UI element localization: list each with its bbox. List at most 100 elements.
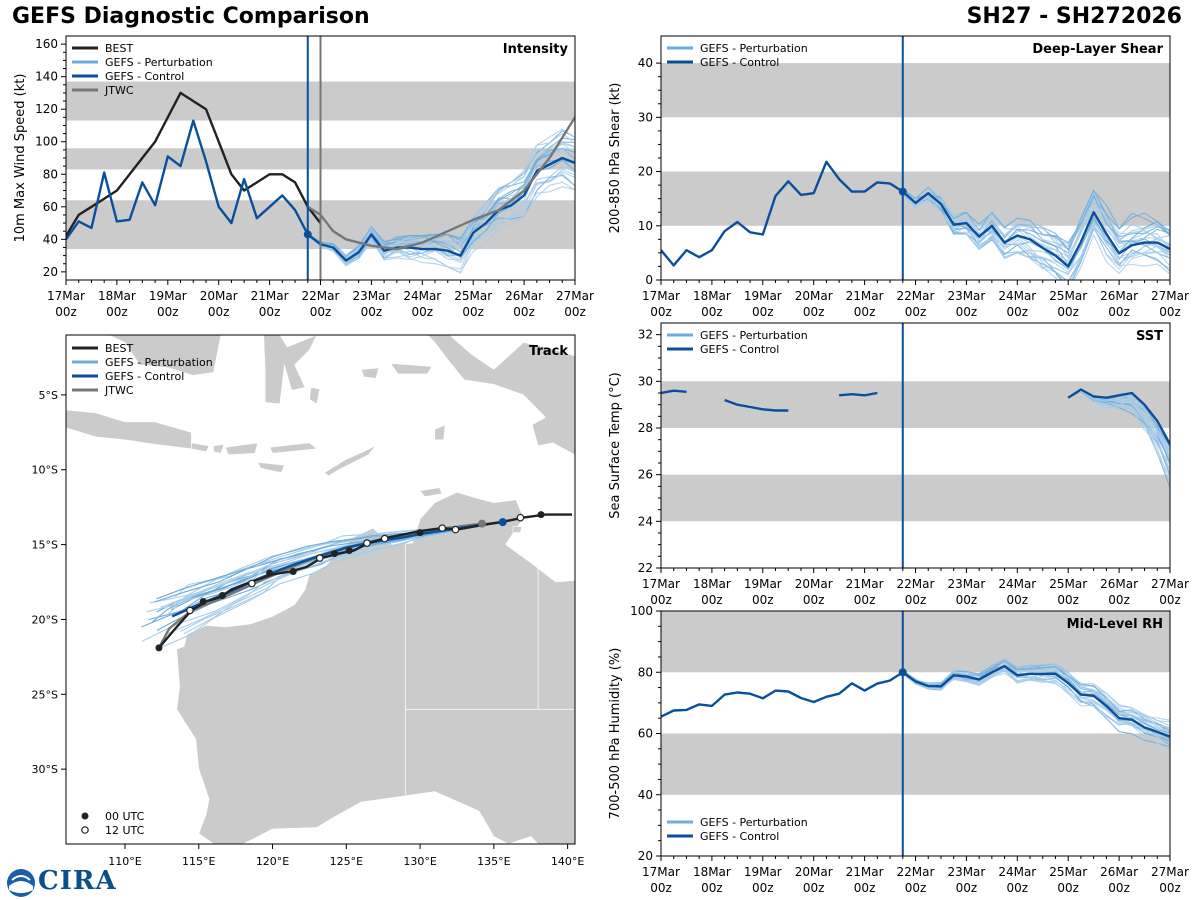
- intensity-legend-label: GEFS - Control: [105, 70, 184, 83]
- track-xtick-label: 125°E: [330, 855, 363, 868]
- track-panel: 110°E 115°E 120°E 125°E 130°E 135°E 140°E 5°S 10…: [32, 334, 584, 868]
- rh-panel: 20 40 60 80 100 17Mar 00z 18Mar 00z 19Mar 00z 20Mar…: [608, 604, 1189, 895]
- sst-xtick-label-hour: 00z: [752, 593, 774, 607]
- land-mass: [512, 526, 523, 533]
- rh-xtick-label-hour: 00z: [803, 881, 825, 895]
- rh-legend-label: GEFS - Perturbation: [700, 816, 808, 829]
- intensity-plot-area: [66, 36, 575, 280]
- land-mass: [66, 335, 238, 376]
- rh-xtick-label-hour: 00z: [752, 881, 774, 895]
- track-legend-label: BEST: [105, 342, 133, 355]
- intensity-ytick-label: 40: [43, 232, 58, 246]
- shear-ytick-label: 30: [638, 110, 653, 124]
- track-marker-00utc: [331, 550, 339, 558]
- intensity-xtick-label: 26Mar: [505, 289, 543, 303]
- track-xtick-label: 140°E: [551, 855, 584, 868]
- rh-xtick-label: 19Mar: [744, 865, 782, 879]
- sst-xtick-label: 22Mar: [897, 577, 935, 591]
- sst-ytick-label: 26: [638, 468, 653, 482]
- intensity-xtick-label-hour: 00z: [412, 305, 434, 319]
- intensity-perturbation-line: [307, 128, 575, 257]
- sst-xtick-label: 24Mar: [998, 577, 1036, 591]
- rh-xtick-label-hour: 00z: [1159, 881, 1181, 895]
- shear-init-point: [898, 187, 907, 196]
- sst-ytick-label: 24: [638, 514, 653, 528]
- shear-panel: 0 10 20 30 40 17Mar 00z 18Mar 00z 19Mar 00z 20Mar 00…: [608, 35, 1189, 319]
- shear-xtick-label: 18Mar: [693, 289, 731, 303]
- track-marker-12utc: [380, 534, 389, 543]
- page-title: GEFS Diagnostic Comparison: [12, 4, 370, 29]
- sst-xtick-label-hour: 00z: [1159, 593, 1181, 607]
- shear-legend-label: GEFS - Perturbation: [700, 42, 808, 55]
- track-legend-marker-label: 00 UTC: [105, 810, 145, 823]
- track-legend-marker-00: [81, 812, 89, 820]
- track-marker-00utc: [537, 511, 545, 519]
- intensity-ytick-label: 160: [35, 37, 58, 51]
- sst-panel: 22 24 26 28 30 32 17Mar 00z 18Mar 00z 19Mar 00z 20Ma…: [608, 322, 1189, 607]
- cira-logo-text: CIRA: [38, 866, 117, 896]
- intensity-xtick-label-hour: 00z: [208, 305, 230, 319]
- shear-ytick-label: 40: [638, 56, 653, 70]
- sst-xtick-label: 19Mar: [744, 577, 782, 591]
- shear-xtick-label-hour: 00z: [905, 305, 927, 319]
- rh-xtick-label: 27Mar: [1151, 865, 1189, 879]
- intensity-xtick-label-hour: 00z: [513, 305, 535, 319]
- land-mass: [427, 335, 575, 456]
- sst-gefs-control-seg--line: [1067, 388, 1170, 445]
- shear-xtick-label-hour: 00z: [1007, 305, 1029, 319]
- shear-xtick-label: 21Mar: [846, 289, 884, 303]
- sst-ytick-label: 22: [638, 561, 653, 575]
- track-marker-00utc: [199, 597, 207, 605]
- intensity-xtick-label: 20Mar: [200, 289, 238, 303]
- rh-xtick-label-hour: 00z: [701, 881, 723, 895]
- noaa-logo-icon: [7, 869, 35, 897]
- rh-ytick-label: 20: [638, 849, 653, 863]
- intensity-xtick-label: 18Mar: [98, 289, 136, 303]
- sst-xtick-label-hour: 00z: [1108, 593, 1130, 607]
- land-mass: [419, 487, 443, 498]
- track-ytick-label: 15°S: [32, 539, 58, 552]
- intensity-ytick-label: 140: [35, 70, 58, 84]
- intensity-ytick-label: 80: [43, 167, 58, 181]
- land-mass: [66, 409, 192, 450]
- intensity-xtick-label-hour: 00z: [361, 305, 383, 319]
- track-perturbation-line: [161, 521, 503, 648]
- shear-plot-area: [661, 36, 1170, 280]
- land-mass: [257, 461, 285, 474]
- shear-perturbation-line: [902, 186, 1170, 244]
- track-xtick-label: 115°E: [182, 855, 215, 868]
- shear-xtick-label: 25Mar: [1049, 289, 1087, 303]
- sst-legend-label: GEFS - Control: [700, 343, 779, 356]
- shear-xtick-label-hour: 00z: [803, 305, 825, 319]
- intensity-xtick-label: 25Mar: [454, 289, 492, 303]
- intensity-ylabel: 10m Max Wind Speed (kt): [13, 74, 28, 243]
- sst-ytick-label: 30: [638, 374, 653, 388]
- shear-xtick-label-hour: 00z: [1159, 305, 1181, 319]
- shear-xtick-label: 17Mar: [642, 289, 680, 303]
- intensity-xtick-label: 22Mar: [302, 289, 340, 303]
- sst-ytick-label: 32: [638, 328, 653, 342]
- sst-xtick-label: 25Mar: [1049, 577, 1087, 591]
- track-marker-12utc: [516, 513, 525, 522]
- rh-title: Mid-Level RH: [1067, 617, 1163, 632]
- intensity-xtick-label: 21Mar: [251, 289, 289, 303]
- sst-xtick-label-hour: 00z: [650, 593, 672, 607]
- rh-ylabel: 700-500 hPa Humidity (%): [608, 648, 623, 820]
- track-jtwc-init-point: [478, 519, 487, 528]
- rh-xtick-label-hour: 00z: [650, 881, 672, 895]
- sst-xtick-label-hour: 00z: [803, 593, 825, 607]
- land-mass: [309, 387, 321, 405]
- shear-ytick-label: 0: [645, 273, 653, 287]
- sst-xtick-label: 18Mar: [693, 577, 731, 591]
- intensity-ytick-label: 120: [35, 102, 58, 116]
- track-legend-label: JTWC: [104, 384, 134, 397]
- rh-legend-label: GEFS - Control: [700, 830, 779, 843]
- shear-xtick-label: 24Mar: [998, 289, 1036, 303]
- rh-ytick-label: 40: [638, 788, 653, 802]
- sst-xtick-label-hour: 00z: [701, 593, 723, 607]
- sst-band: [661, 474, 1170, 522]
- track-legend-marker-12: [81, 826, 89, 834]
- rh-xtick-label-hour: 00z: [1108, 881, 1130, 895]
- rh-band: [661, 611, 1170, 673]
